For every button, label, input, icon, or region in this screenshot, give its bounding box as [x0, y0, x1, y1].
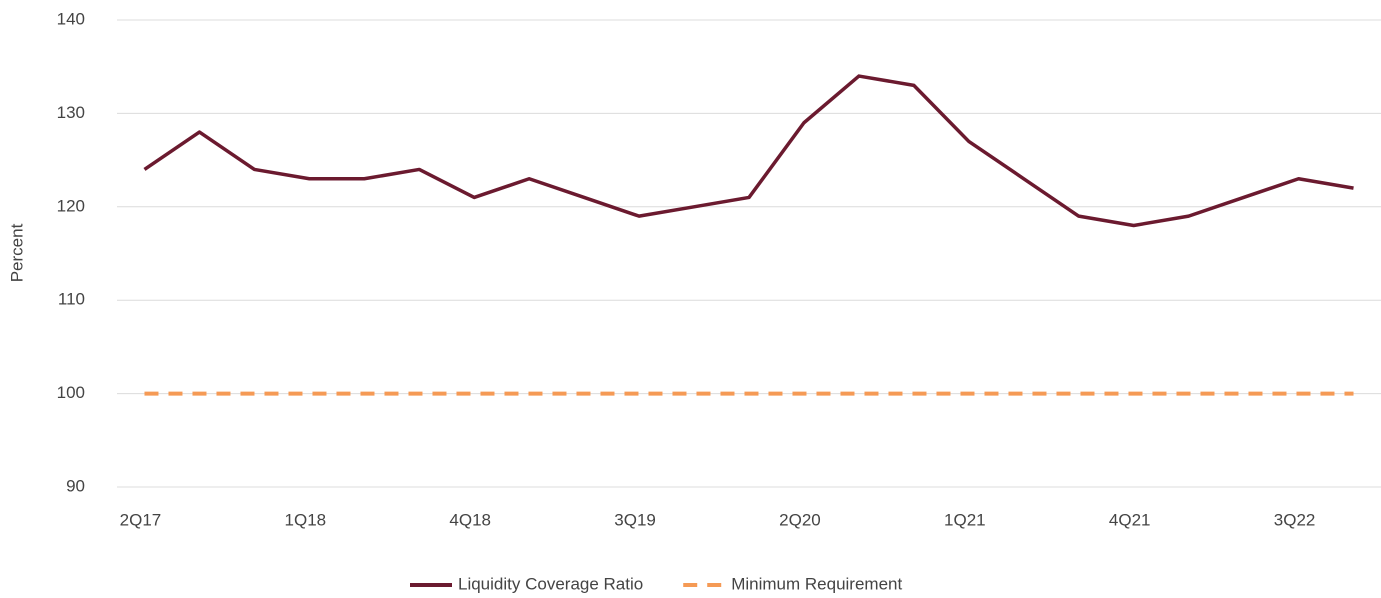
y-tick-label: 120: [57, 196, 85, 215]
y-tick-label: 90: [66, 476, 85, 495]
x-tick-label: 1Q21: [944, 510, 986, 529]
x-tick-label: 4Q18: [449, 510, 491, 529]
y-tick-label: 130: [57, 103, 85, 122]
y-tick-label: 110: [58, 290, 85, 309]
y-tick-label: 140: [57, 9, 85, 28]
x-tick-label: 3Q22: [1274, 510, 1316, 529]
x-tick-label: 3Q19: [614, 510, 656, 529]
x-tick-label: 2Q17: [120, 510, 162, 529]
line-series: [143, 74, 1354, 228]
x-tick-label: 4Q21: [1109, 510, 1151, 529]
legend-label: Liquidity Coverage Ratio: [458, 574, 643, 593]
y-tick-label: 100: [57, 383, 85, 402]
x-tick-label: 2Q20: [779, 510, 821, 529]
x-tick-label: 1Q18: [285, 510, 327, 529]
y-axis-label: Percent: [7, 223, 26, 282]
legend-label: Minimum Requirement: [731, 574, 902, 593]
